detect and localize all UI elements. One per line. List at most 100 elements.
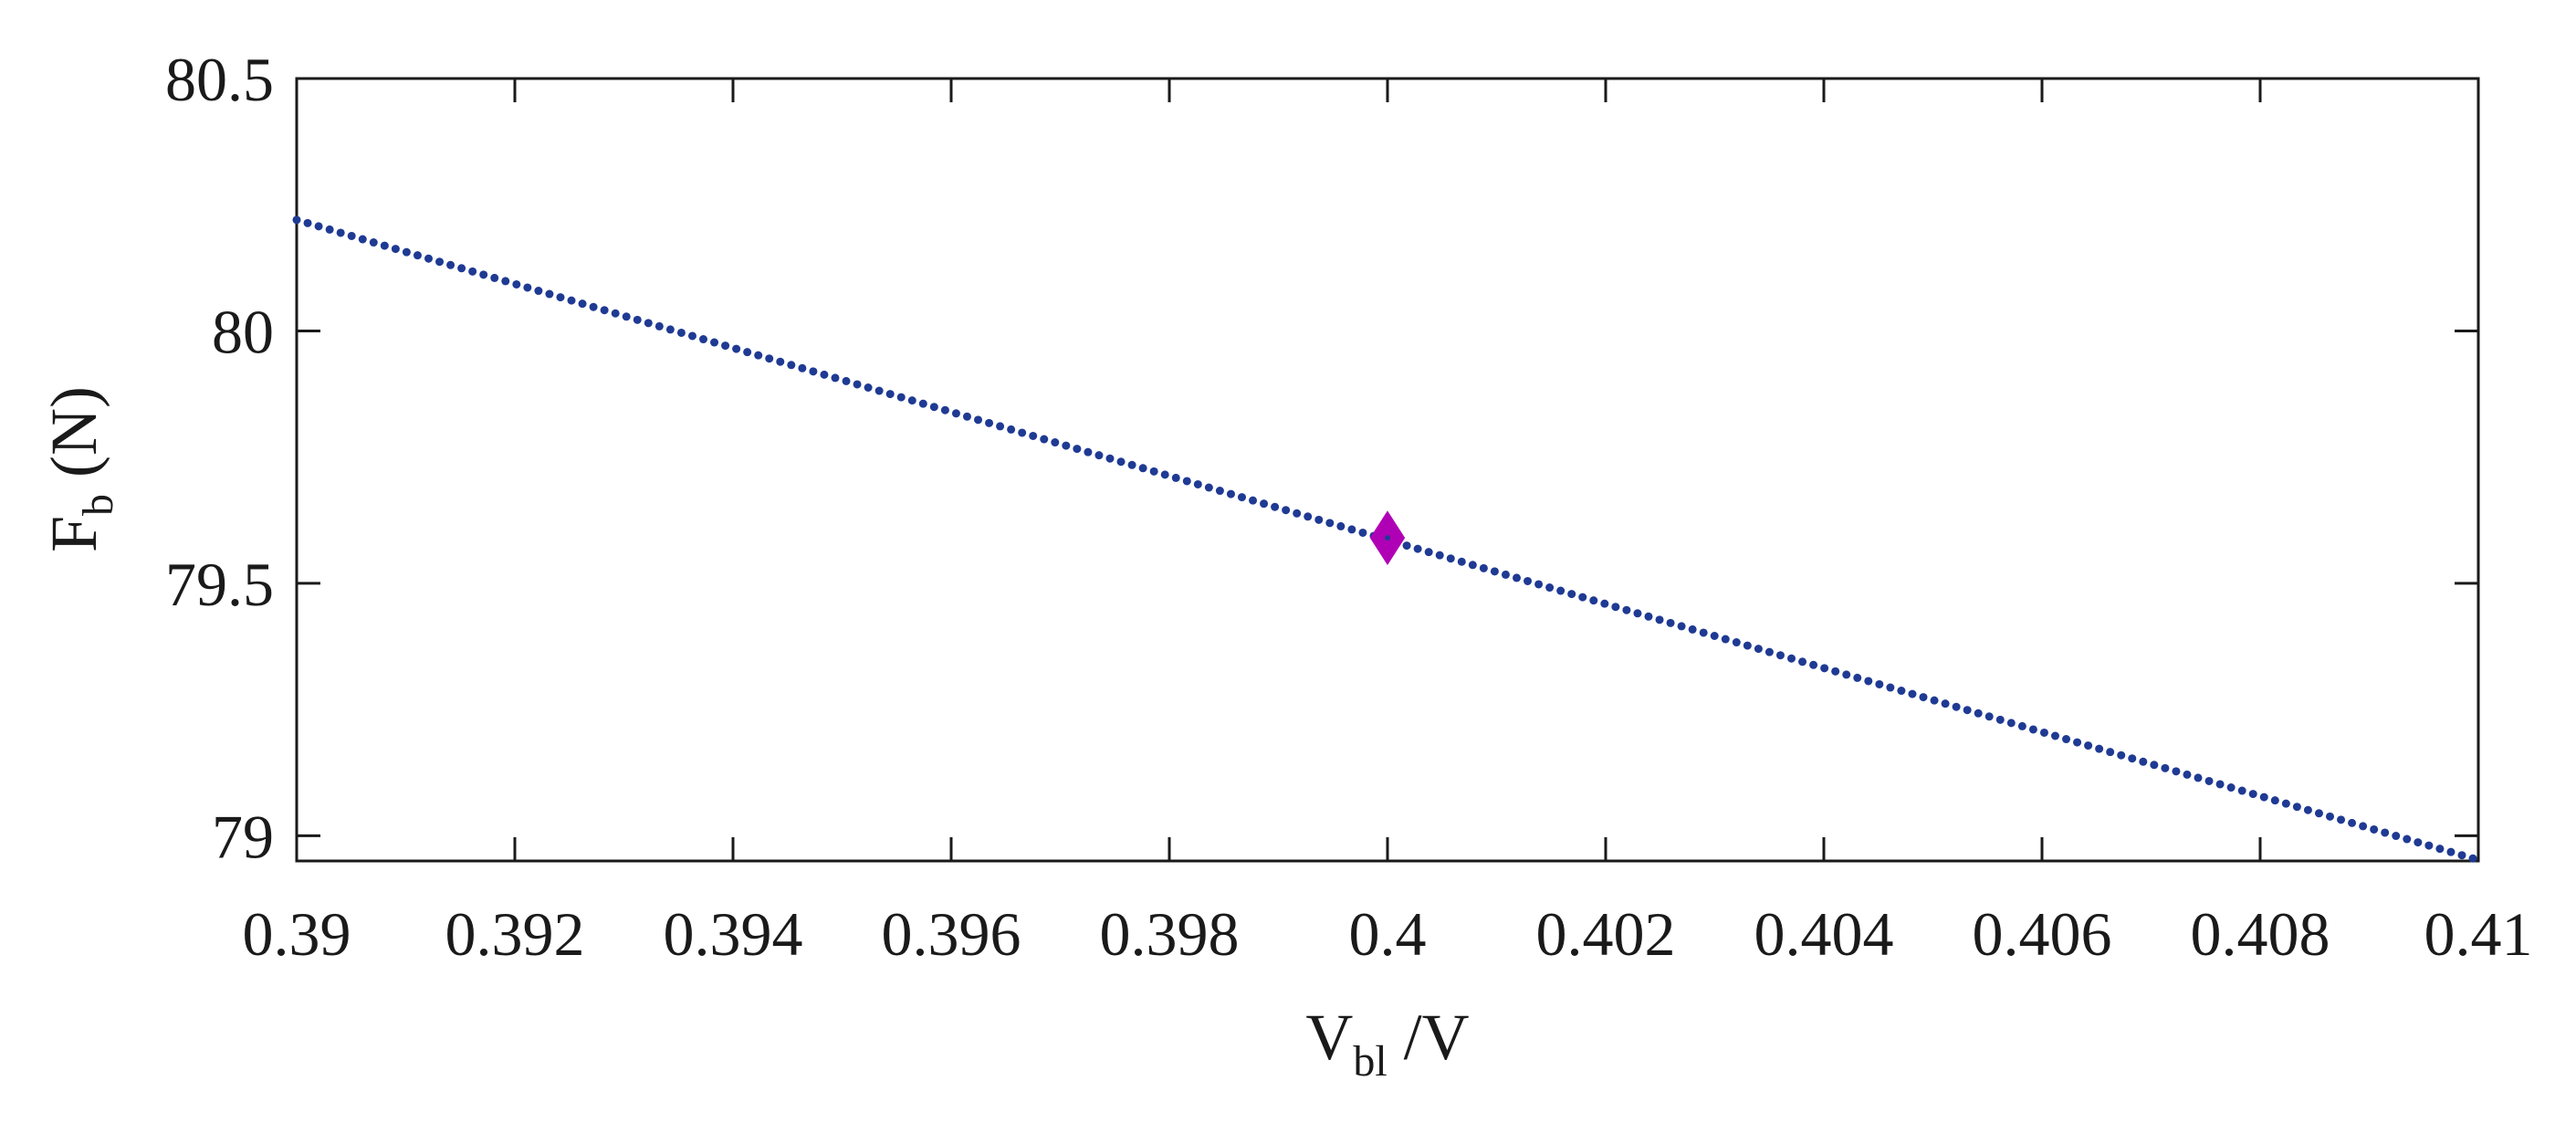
y-tick-label: 79 [212,802,274,871]
data-point [2457,851,2466,860]
data-point [1040,435,1049,444]
data-point [1479,563,1488,572]
data-point [1204,483,1213,492]
data-point [2039,728,2048,737]
data-point [1622,605,1631,614]
data-point [1699,628,1708,637]
data-point [951,409,960,418]
data-point [1237,493,1246,502]
data-point [765,354,774,363]
data-point [1842,670,1851,679]
x-tick-label: 0.404 [1754,899,1894,969]
data-point [1127,460,1136,469]
data-point [2062,735,2071,744]
data-point [1567,590,1576,599]
data-point [2292,803,2301,812]
data-point [1293,509,1302,518]
data-point [1809,660,1818,669]
y-tick-label: 79.5 [165,550,274,619]
data-point [2359,822,2368,831]
data-point [2128,754,2137,763]
data-point [545,289,554,299]
data-point [1446,554,1455,563]
data-point [1666,618,1675,627]
data-point [336,228,345,237]
data-point [2414,838,2423,847]
data-point [1424,548,1433,557]
data-point [523,283,532,292]
data-point [820,370,829,379]
data-point [2226,783,2236,792]
data-point [1149,467,1158,476]
data-point [1226,489,1235,499]
data-point [2303,805,2312,814]
data-point [1007,425,1016,434]
x-tick-label: 0.39 [243,899,351,969]
ticks [295,77,2480,861]
data-point [885,390,895,399]
data-point [1062,441,1071,450]
data-point [864,383,873,392]
data-point [842,376,851,385]
data-point [2194,773,2203,782]
data-point [1974,708,1983,718]
data-point [534,287,543,296]
data-point [622,312,631,321]
data-point [424,254,433,263]
data-point [2117,750,2126,760]
data-point [1556,586,1565,595]
data-point [1435,551,1444,560]
highlight-point [1369,510,1406,565]
data-point [314,222,323,231]
data-point [479,270,488,279]
data-point [292,215,301,225]
data-point [798,363,807,373]
data-point [413,251,422,260]
data-point [1029,431,1038,440]
data-point [446,260,456,269]
data-point [1138,464,1147,473]
data-point [1743,641,1752,650]
data-point [918,399,927,408]
data-point [1820,664,1829,673]
data-point [1721,635,1730,644]
x-tick-label: 0.408 [2191,899,2330,969]
data-point [1710,631,1719,640]
data-point [1775,651,1785,660]
x-tick-label: 0.398 [1100,899,1240,969]
data-point [1787,654,1796,663]
data-point [940,405,949,415]
data-point [1600,599,1609,608]
data-point [1941,699,1950,708]
data-point [654,321,664,331]
data-point [2106,748,2115,757]
data-point [1995,715,2005,724]
data-point [1490,567,1499,576]
data-point [1655,615,1664,624]
data-point [2435,845,2445,854]
data-point [1732,638,1741,647]
data-point [1754,645,1763,654]
data-point [2006,719,2016,728]
data-point [1545,583,1555,593]
data-point [1094,451,1104,460]
y-axis-title: Fb (N) [37,386,122,552]
data-point [1688,624,1697,634]
data-point [974,415,983,425]
data-point [1073,445,1082,454]
data-point [2325,812,2334,821]
data-point [1875,679,1884,688]
data-point [985,418,994,427]
data-point [1116,457,1126,467]
data-point [1886,683,1895,692]
highlight-center-dot [1385,535,1390,541]
data-point [1358,528,1367,537]
data-point [853,380,862,389]
plot-frame [295,77,2480,863]
x-tick-label: 0.406 [1973,899,2112,969]
data-point [2370,824,2379,834]
data-point [787,361,796,370]
data-point [896,393,906,402]
data-point [2337,815,2346,824]
data-point [1864,677,1873,686]
